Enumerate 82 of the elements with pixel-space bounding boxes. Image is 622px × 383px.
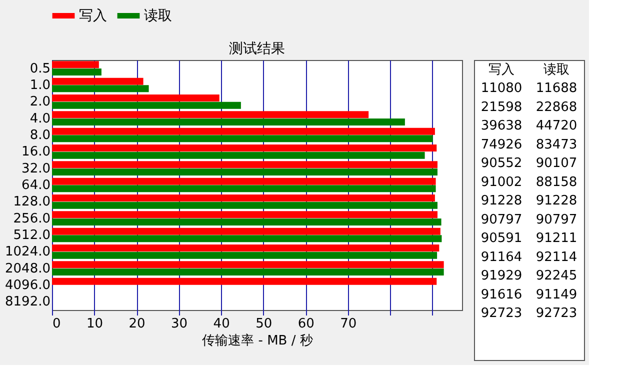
text: 91211 — [536, 231, 578, 246]
text: 11080 — [480, 81, 522, 96]
text: 92723 — [480, 306, 522, 322]
y-tick-label: 256.0 — [13, 211, 50, 226]
y-tick-label: 16.0 — [22, 144, 50, 160]
bar — [52, 268, 444, 276]
x-axis-title: 传输速率 - MB / 秒 — [202, 332, 313, 348]
y-tick-label: 8.0 — [30, 128, 50, 143]
bar — [52, 178, 436, 185]
text: 21598 — [480, 100, 522, 115]
bar — [52, 168, 438, 176]
bar — [52, 261, 444, 268]
bar — [52, 61, 99, 68]
bar — [52, 128, 435, 135]
bar — [52, 102, 241, 109]
y-tick-label: 8192.0 — [5, 294, 50, 310]
text: 91929 — [480, 268, 522, 284]
text: 92723 — [536, 306, 578, 322]
bar — [52, 111, 369, 118]
x-tick-label: 40 — [213, 316, 230, 332]
chart-title: 测试结果 — [229, 41, 285, 57]
y-tick-label: 64.0 — [22, 178, 50, 193]
bar — [52, 228, 440, 235]
text: 44720 — [536, 118, 578, 134]
text: 22868 — [536, 100, 578, 115]
text: 91149 — [536, 287, 578, 302]
y-tick-label: 2048.0 — [5, 261, 50, 276]
text: 90797 — [536, 212, 578, 228]
text: 91228 — [480, 194, 522, 209]
y-tick-label: 4.0 — [30, 111, 50, 126]
bar — [52, 78, 144, 85]
y-tick-label: 1024.0 — [5, 244, 50, 260]
x-tick-label: 60 — [298, 316, 314, 332]
bar — [52, 152, 425, 159]
y-tick-label: 4096.0 — [5, 278, 50, 293]
text: 74926 — [480, 137, 522, 152]
x-tick-label: 50 — [256, 316, 272, 332]
text: 91616 — [480, 287, 522, 302]
text: 90797 — [480, 212, 522, 228]
x-tick-label: 70 — [340, 316, 357, 332]
bar — [52, 218, 442, 226]
bar — [52, 235, 442, 242]
legend-label: 写入 — [79, 8, 107, 24]
y-tick-label: 128.0 — [13, 194, 50, 210]
text: 83473 — [536, 137, 578, 152]
bar — [52, 161, 438, 168]
text: 92114 — [536, 250, 578, 265]
bar — [52, 244, 440, 252]
y-tick-label: 0.5 — [30, 61, 50, 76]
text: 39638 — [480, 118, 522, 134]
bar — [52, 144, 437, 152]
text: 91002 — [480, 174, 522, 190]
text: 读取 — [544, 62, 570, 78]
text: 11688 — [536, 81, 578, 96]
x-tick-label: 10 — [86, 316, 104, 332]
y-tick-label: 1.0 — [30, 78, 50, 93]
text: 91164 — [480, 250, 522, 265]
y-tick-label: 2.0 — [30, 94, 50, 110]
bar — [52, 194, 435, 202]
legend-label: 读取 — [144, 8, 172, 24]
bar — [52, 68, 102, 76]
text: 写入 — [488, 62, 514, 78]
x-tick-label: 30 — [171, 316, 188, 332]
bar — [52, 85, 149, 92]
bar — [52, 185, 436, 192]
text: 92245 — [536, 268, 578, 284]
x-tick-label: 0 — [52, 316, 61, 332]
bar — [52, 135, 433, 142]
bar — [52, 94, 220, 102]
bar — [52, 118, 405, 126]
text: 90552 — [480, 156, 522, 172]
y-tick-label: 32.0 — [22, 161, 50, 176]
bar — [52, 278, 437, 285]
text: 90591 — [480, 231, 522, 246]
bar — [52, 211, 438, 218]
text: 88158 — [536, 174, 578, 190]
bar — [52, 202, 438, 209]
bar — [52, 252, 438, 259]
text: 91228 — [536, 194, 578, 209]
x-tick-label: 20 — [128, 316, 146, 332]
text: 90107 — [536, 156, 578, 172]
y-tick-label: 512.0 — [13, 228, 50, 243]
